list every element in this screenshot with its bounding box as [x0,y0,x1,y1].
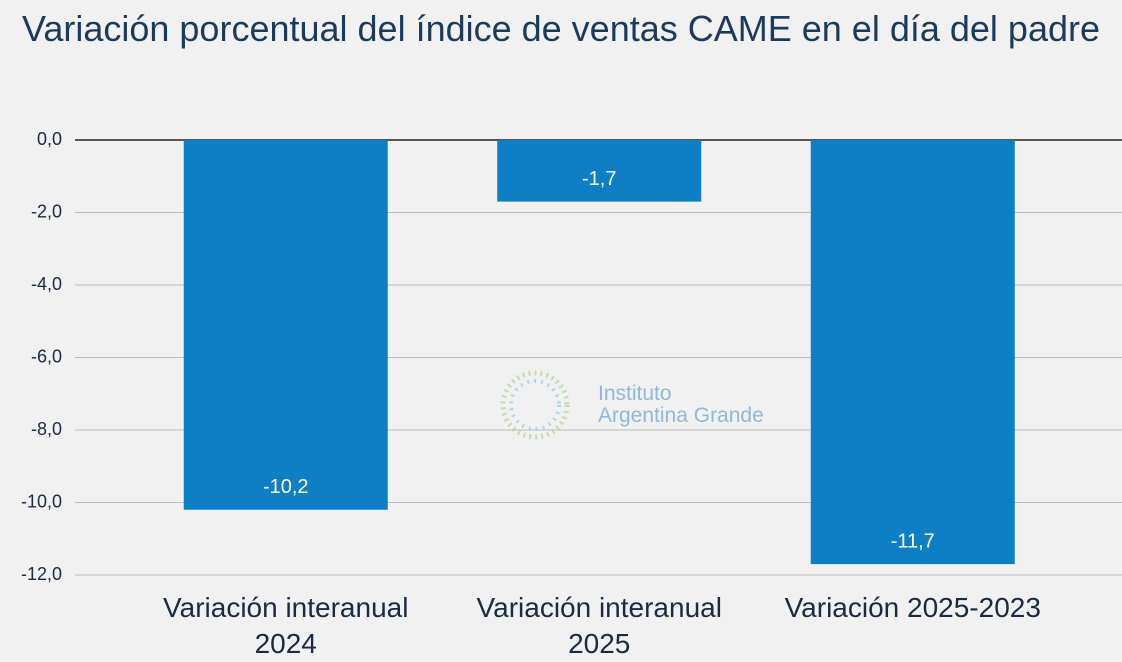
watermark-logo [500,370,570,440]
y-tick-label: -4,0 [31,274,62,294]
x-tick-label: Variación interanual 2025 [476,592,722,659]
y-tick-label: -12,0 [21,564,62,584]
y-tick-label: -2,0 [31,201,62,221]
chart-title: Variación porcentual del índice de venta… [22,8,1100,49]
data-label: -11,7 [891,530,935,552]
y-tick-label: -8,0 [31,419,62,439]
data-label: -10,2 [263,476,309,498]
watermark-text: Instituto [598,382,672,405]
y-tick-label: -10,0 [21,491,62,511]
bar [810,140,1015,565]
data-label: -1,7 [582,168,616,190]
bar [183,140,388,510]
watermark-text: Argentina Grande [598,404,764,427]
x-tick-label: Variación 2025-2023 [784,592,1041,623]
bar [497,140,702,202]
x-tick-label: Variación interanual 2024 [163,592,409,659]
y-tick-label: -6,0 [31,346,62,366]
y-tick-label: 0,0 [37,129,62,149]
